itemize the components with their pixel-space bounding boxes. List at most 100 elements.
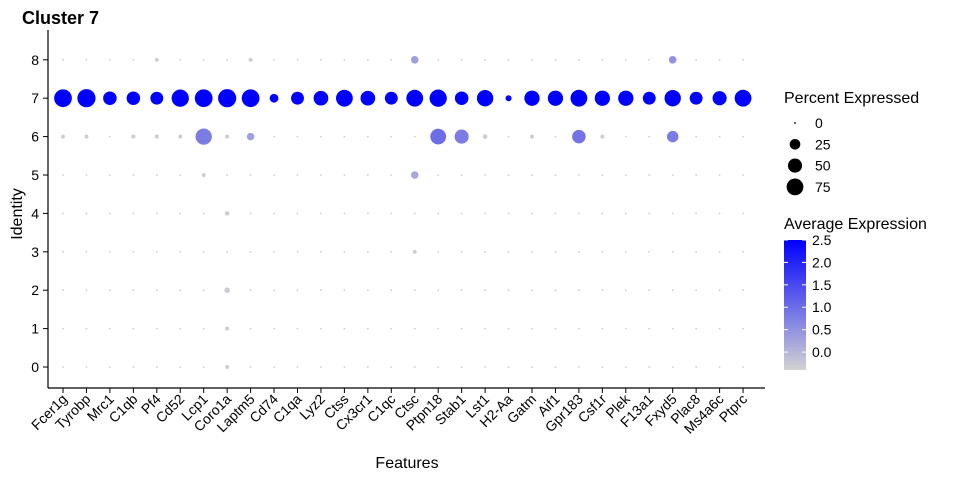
dot-Gatm-8 (531, 58, 533, 61)
dot-Laptm5-0 (249, 366, 252, 368)
dot-Tyrobp-7 (77, 89, 96, 108)
dot-C1qc-4 (390, 212, 393, 215)
dot-Cd52-2 (179, 289, 182, 292)
dot-Mrc1-6 (109, 135, 111, 138)
dot-C1qb-8 (132, 58, 135, 61)
dot-Plek-4 (624, 212, 627, 215)
dot-Mrc1-2 (109, 289, 111, 292)
dot-Gatm-0 (531, 366, 533, 368)
dot-Csf1r-8 (601, 58, 604, 61)
dot-Plac8-0 (695, 366, 698, 368)
dot-Mrc1-4 (109, 212, 111, 215)
dot-Ptpn18-2 (437, 289, 440, 292)
dot-Lst1-4 (484, 212, 486, 215)
dot-Cd52-6 (178, 134, 183, 139)
dot-Lst1-8 (484, 58, 486, 61)
dot-Ctsc-4 (413, 212, 416, 215)
dot-Plek-7 (618, 90, 634, 106)
dot-Plek-6 (624, 135, 627, 138)
dot-Stab1-0 (460, 366, 463, 368)
dot-Lcp1-3 (202, 250, 205, 253)
dot-F13a1-8 (648, 58, 651, 61)
dot-Coro1a-1 (225, 326, 230, 331)
dots-layer (54, 56, 752, 369)
dot-Lyz2-0 (320, 366, 322, 368)
dot-Fxyd5-4 (671, 212, 674, 215)
dot-Ctsc-5 (410, 171, 419, 179)
y-tick-label: 0 (31, 359, 39, 375)
dot-Pf4-4 (155, 212, 158, 215)
y-tick-label: 3 (31, 244, 39, 260)
dot-Cd52-4 (179, 212, 182, 215)
dot-C1qb-6 (131, 134, 136, 139)
dot-Ctss-7 (336, 89, 353, 107)
y-tick-label: 8 (31, 52, 39, 68)
dot-Stab1-1 (460, 327, 463, 330)
dot-Ptprc-4 (742, 212, 744, 215)
dot-Ctsc-7 (406, 89, 424, 107)
legend: Percent Expressed 0 25 50 75 Average Expres… (784, 90, 927, 370)
dot-Fcer1g-4 (62, 212, 64, 215)
dot-Ptpn18-6 (430, 128, 447, 145)
dot-Lyz2-7 (313, 90, 329, 106)
dot-Cx3cr1-7 (360, 90, 376, 106)
color-tick-label: 1.0 (812, 299, 832, 315)
size-legend-dot (789, 138, 801, 150)
dot-F13a1-4 (648, 212, 651, 215)
dot-Gpr183-4 (578, 212, 580, 215)
dot-Fxyd5-6 (666, 130, 679, 143)
dot-Gatm-6 (530, 134, 534, 139)
y-tick-label: 4 (31, 205, 39, 221)
dot-Laptm5-5 (249, 174, 252, 176)
dot-Cd74-2 (273, 289, 275, 292)
dot-Laptm5-7 (241, 89, 260, 108)
dot-Fxyd5-0 (671, 366, 674, 368)
dot-H2-Aa-0 (507, 366, 510, 368)
x-axis-label: Features (375, 455, 438, 472)
dot-Pf4-6 (154, 134, 159, 139)
dot-Tyrobp-5 (85, 174, 88, 176)
dot-Plac8-7 (689, 91, 703, 105)
color-bar (784, 240, 806, 370)
dot-Gpr183-7 (570, 89, 588, 107)
dot-Aif1-5 (554, 174, 557, 176)
dot-Cx3cr1-5 (366, 174, 369, 176)
dot-F13a1-2 (648, 289, 651, 292)
dot-Coro1a-4 (224, 211, 230, 216)
dot-F13a1-1 (648, 327, 651, 330)
size-legend-dot (794, 122, 796, 124)
dot-Ptprc-6 (742, 135, 744, 138)
dot-C1qc-2 (390, 289, 393, 292)
dot-Aif1-1 (554, 327, 557, 330)
dot-Stab1-2 (460, 289, 463, 292)
dot-Stab1-5 (460, 174, 463, 176)
dot-Cd74-7 (269, 93, 279, 103)
dot-Plac8-6 (695, 135, 698, 138)
color-tick-label: 1.5 (812, 277, 832, 293)
dot-H2-Aa-4 (507, 212, 510, 215)
dot-Stab1-7 (454, 91, 469, 105)
dot-Pf4-3 (155, 250, 158, 253)
dot-Mrc1-5 (109, 174, 111, 176)
dot-Tyrobp-6 (84, 134, 89, 139)
dot-Ctsc-0 (413, 366, 416, 368)
dot-Lcp1-6 (195, 128, 212, 145)
color-tick-label: 0.5 (812, 322, 832, 338)
dot-Ms4a6c-5 (718, 174, 721, 176)
dot-Ptprc-7 (734, 89, 752, 107)
dot-C1qa-3 (296, 250, 299, 253)
dot-Lcp1-2 (202, 289, 205, 292)
dot-Tyrobp-4 (85, 212, 88, 215)
dot-C1qb-0 (132, 366, 135, 368)
dot-Fxyd5-5 (671, 174, 674, 176)
dot-Gatm-5 (531, 174, 533, 176)
dot-Gatm-2 (531, 289, 533, 292)
dot-Gpr183-5 (578, 174, 580, 176)
legend-color-title: Average Expression (784, 216, 927, 233)
dot-C1qc-8 (390, 58, 393, 61)
dot-Laptm5-4 (249, 212, 252, 215)
dot-Plac8-3 (695, 250, 698, 253)
dot-Gpr183-0 (578, 366, 580, 368)
dot-Lcp1-7 (194, 89, 213, 108)
